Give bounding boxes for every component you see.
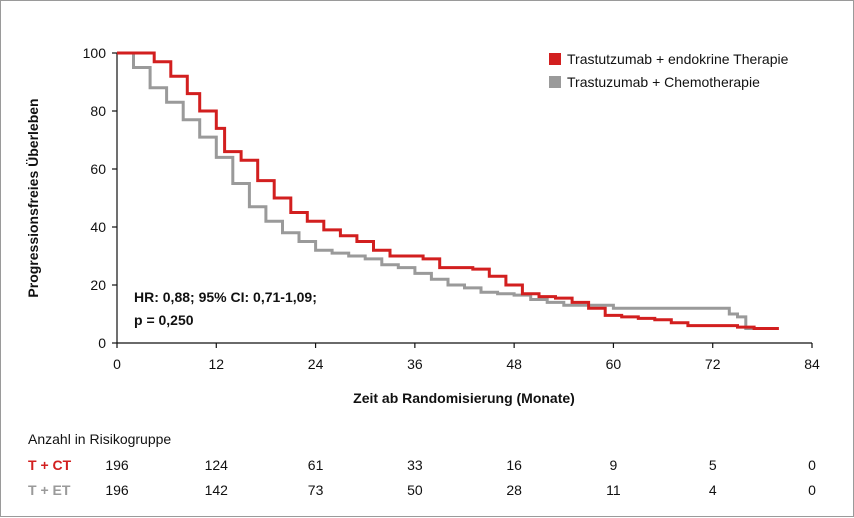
risk-row-label: T + ET <box>28 482 71 498</box>
risk-count: 28 <box>506 482 522 498</box>
x-tick-label: 60 <box>606 356 622 372</box>
risk-count: 16 <box>506 457 522 473</box>
x-tick-label: 24 <box>308 356 324 372</box>
risk-count: 0 <box>808 457 816 473</box>
y-tick-label: 0 <box>98 335 106 351</box>
y-tick-label: 80 <box>90 103 106 119</box>
series-line-0 <box>117 51 779 330</box>
y-axis-title: Progressionsfreies Überleben <box>25 98 41 297</box>
hr-annotation-line1: HR: 0,88; 95% CI: 0,71-1,09; <box>134 289 317 305</box>
risk-count: 61 <box>308 457 324 473</box>
x-axis-title: Zeit ab Randomisierung (Monate) <box>353 390 575 406</box>
axes <box>116 53 812 344</box>
legend-label-et: Trastutzumab + endokrine Therapie <box>567 51 789 67</box>
y-tick-label: 100 <box>83 45 107 61</box>
risk-table-rows: T + CT 196 124 61 33 16 9 5 0T + ET 196 142 73 50 28 1… <box>28 457 816 498</box>
risk-row-label: T + CT <box>28 457 72 473</box>
risk-count: 5 <box>709 457 717 473</box>
x-tick-label: 84 <box>804 356 820 372</box>
hr-annotation-line2: p = 0,250 <box>134 312 194 328</box>
risk-count: 142 <box>205 482 229 498</box>
x-ticks: 0 12 24 36 48 60 72 84 <box>113 343 820 372</box>
risk-count: 50 <box>407 482 423 498</box>
hr-annotation: HR: 0,88; 95% CI: 0,71-1,09; p = 0,250 <box>134 289 317 328</box>
legend-swatch-ct <box>549 76 561 88</box>
legend: Trastutzumab + endokrine Therapie Trastu… <box>549 51 789 90</box>
risk-table-title: Anzahl in Risikogruppe <box>28 431 171 447</box>
x-tick-label: 72 <box>705 356 721 372</box>
legend-label-ct: Trastuzumab + Chemotherapie <box>567 74 760 90</box>
series-lines <box>117 51 779 330</box>
x-tick-label: 12 <box>208 356 224 372</box>
y-ticks: 0 20 40 60 80 100 <box>83 45 117 351</box>
y-tick-label: 40 <box>90 219 106 235</box>
risk-count: 196 <box>105 457 129 473</box>
legend-swatch-et <box>549 53 561 65</box>
risk-count: 33 <box>407 457 423 473</box>
risk-count: 196 <box>105 482 129 498</box>
series-line-1 <box>117 51 763 330</box>
risk-count: 4 <box>709 482 717 498</box>
risk-count: 73 <box>308 482 324 498</box>
risk-count: 124 <box>205 457 229 473</box>
risk-count: 0 <box>808 482 816 498</box>
x-tick-label: 36 <box>407 356 423 372</box>
risk-table: Anzahl in Risikogruppe T + CT 196 124 61 33 1… <box>28 431 816 498</box>
y-tick-label: 60 <box>90 161 106 177</box>
x-tick-label: 48 <box>506 356 522 372</box>
risk-count: 11 <box>606 482 621 498</box>
risk-count: 9 <box>610 457 618 473</box>
x-tick-label: 0 <box>113 356 121 372</box>
y-tick-label: 20 <box>90 277 106 293</box>
